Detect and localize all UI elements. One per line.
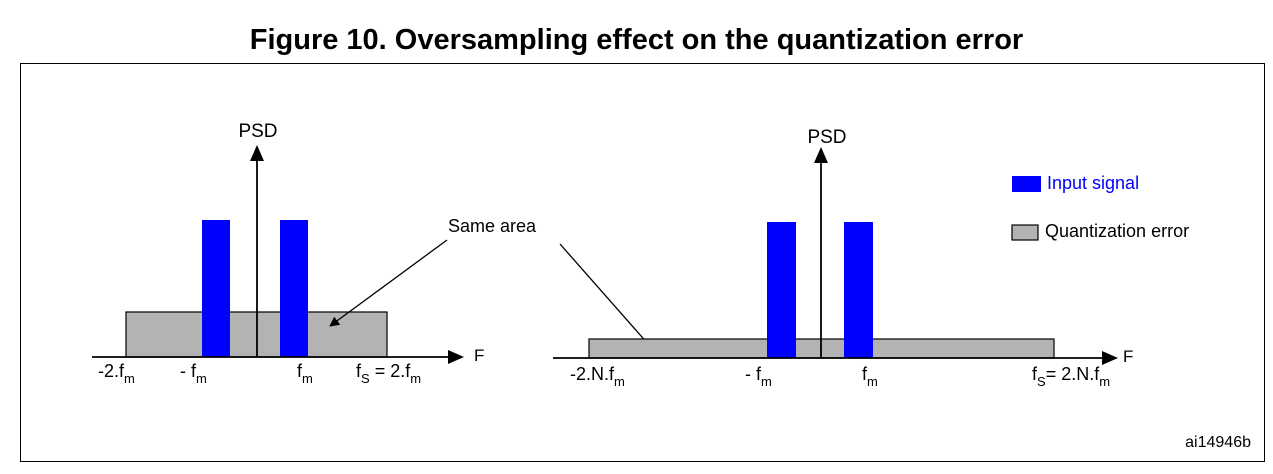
same-area-arrow-left xyxy=(329,239,448,327)
left-x-axis-arrowhead xyxy=(448,350,464,364)
gray-outlined-rect-icon xyxy=(1011,224,1039,241)
right-input-signal-bar-pos xyxy=(844,222,873,358)
left-y-axis-label: PSD xyxy=(238,121,277,142)
legend-input-signal-label: Input signal xyxy=(1047,173,1139,193)
same-area-arrow-right xyxy=(559,243,657,354)
legend-quantization-error-label: Quantization error xyxy=(1045,221,1189,241)
right-y-axis-label: PSD xyxy=(807,127,846,148)
left-input-signal-bar-neg xyxy=(202,220,230,357)
right-tick-fs: fS= 2.N.fm xyxy=(1032,364,1110,389)
right-x-axis-label: F xyxy=(1123,347,1133,366)
right-tick-neg-fm: - fm xyxy=(745,364,772,389)
left-panel: PSD F -2.fm - fm fm fS = 2.fm xyxy=(92,121,484,386)
left-tick-fs: fS = 2.fm xyxy=(356,361,421,386)
same-area-annotation: Same area xyxy=(329,216,657,354)
right-x-axis-arrowhead xyxy=(1102,351,1118,365)
right-panel: PSD F -2.N.fm - fm fm fS= 2.N.fm xyxy=(553,127,1133,389)
right-input-signal-bar-neg xyxy=(767,222,796,358)
figure-frame xyxy=(20,63,1265,462)
left-input-signal-bar-pos xyxy=(280,220,308,357)
figure-id-label: ai14946b xyxy=(1185,434,1251,451)
blue-filled-rect-icon xyxy=(1012,176,1041,192)
left-tick-neg-fs: -2.fm xyxy=(98,361,135,386)
legend: Input signal Quantization error xyxy=(1011,173,1189,241)
left-tick-neg-fm: - fm xyxy=(180,361,207,386)
left-x-axis-label: F xyxy=(474,346,484,365)
right-tick-neg-fs: -2.N.fm xyxy=(570,364,625,389)
left-y-axis-arrowhead xyxy=(250,145,264,161)
figure-title: Figure 10. Oversampling effect on the qu… xyxy=(249,24,1024,56)
same-area-label: Same area xyxy=(448,216,537,236)
right-y-axis-arrowhead xyxy=(814,147,828,163)
right-tick-pos-fm: fm xyxy=(862,364,878,389)
left-tick-pos-fm: fm xyxy=(297,361,313,386)
